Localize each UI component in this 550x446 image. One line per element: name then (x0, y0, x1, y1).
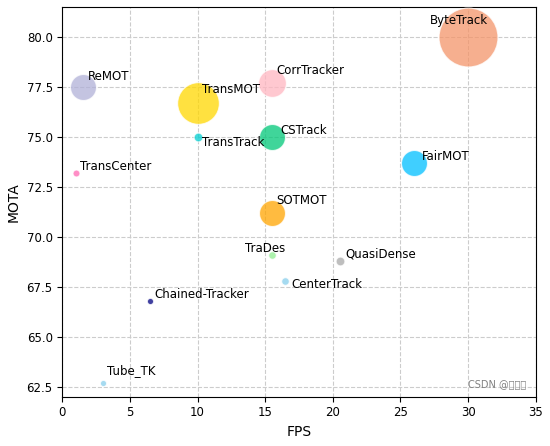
Point (78, 83, 87, 91)
Y-axis label: MOTA: MOTA (7, 182, 21, 222)
Text: TransCenter: TransCenter (80, 160, 151, 173)
Text: SOTMOT: SOTMOT (276, 194, 327, 207)
Point (267, 79, 276, 87)
Point (72, 169, 80, 177)
Text: CSDN @读书猿: CSDN @读书猿 (468, 379, 526, 389)
Text: TransMOT: TransMOT (202, 83, 260, 96)
Point (193, 133, 202, 140)
Point (267, 209, 276, 216)
X-axis label: FPS: FPS (287, 425, 312, 439)
Point (335, 257, 344, 264)
Text: Chained-Tracker: Chained-Tracker (155, 288, 249, 301)
Text: Tube_TK: Tube_TK (107, 364, 156, 377)
Text: QuasiDense: QuasiDense (345, 248, 416, 261)
Point (267, 251, 276, 258)
Text: ByteTrack: ByteTrack (430, 14, 488, 27)
Text: FairMOT: FairMOT (422, 150, 470, 163)
Text: CenterTrack: CenterTrack (291, 278, 362, 291)
Text: CorrTracker: CorrTracker (276, 64, 344, 77)
Text: TraDes: TraDes (245, 242, 285, 255)
Point (281, 277, 290, 285)
Point (410, 159, 419, 166)
Text: CSTrack: CSTrack (280, 124, 327, 137)
Point (98, 379, 107, 386)
Point (267, 133, 276, 140)
Point (193, 99, 202, 107)
Text: TransTrack: TransTrack (202, 136, 264, 149)
Point (146, 297, 155, 304)
Point (464, 33, 472, 41)
Text: ReMOT: ReMOT (88, 70, 130, 83)
